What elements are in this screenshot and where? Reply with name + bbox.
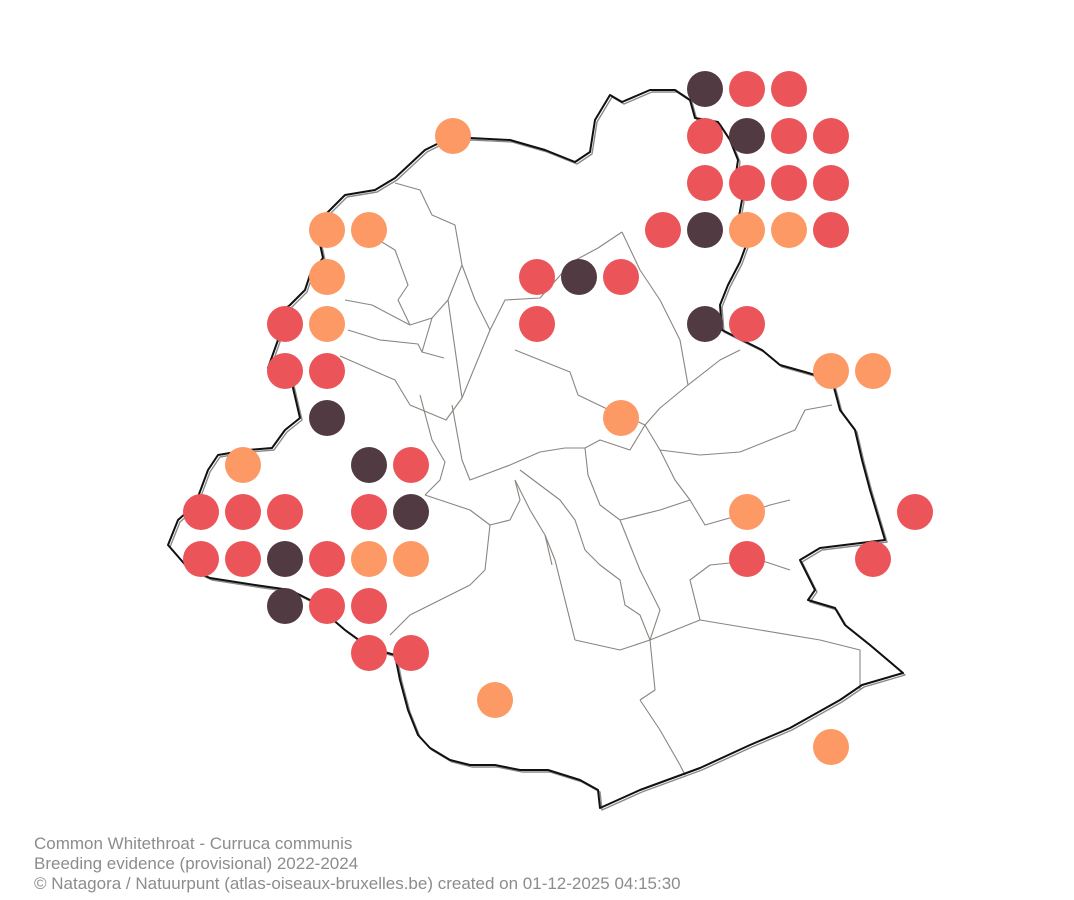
observation-dot-probable [729,165,765,201]
observation-dot-possible [393,541,429,577]
observation-dot-confirmed [267,541,303,577]
observation-dot-probable [393,635,429,671]
observation-dot-probable [771,71,807,107]
observation-dot-probable [183,494,219,530]
observation-dot-possible [309,212,345,248]
observation-dot-confirmed [687,71,723,107]
observation-dot-confirmed [729,118,765,154]
observation-dot-confirmed [687,306,723,342]
observation-dot-probable [351,588,387,624]
observation-dot-probable [603,259,639,295]
observation-dot-probable [267,353,303,389]
observation-dot-probable [771,118,807,154]
observation-dot-probable [687,118,723,154]
observation-dot-confirmed [309,400,345,436]
observation-dot-probable [687,165,723,201]
observation-dot-possible [351,212,387,248]
observation-dot-probable [225,494,261,530]
observation-dot-probable [729,306,765,342]
observation-dot-probable [729,71,765,107]
observation-dot-confirmed [687,212,723,248]
observation-dot-possible [225,447,261,483]
observation-dots [183,71,933,765]
observation-dot-probable [183,541,219,577]
observation-dot-possible [855,353,891,389]
observation-dot-probable [813,212,849,248]
observation-dot-probable [309,353,345,389]
observation-dot-probable [645,212,681,248]
observation-dot-probable [267,494,303,530]
observation-dot-possible [477,682,513,718]
observation-dot-possible [771,212,807,248]
observation-dot-probable [771,165,807,201]
observation-dot-probable [813,165,849,201]
observation-dot-probable [729,541,765,577]
observation-dot-probable [813,118,849,154]
observation-dot-possible [309,306,345,342]
species-title: Common Whitethroat - Curruca communis [34,834,353,853]
observation-dot-probable [519,306,555,342]
observation-dot-probable [393,447,429,483]
observation-dot-possible [309,259,345,295]
observation-dot-possible [435,118,471,154]
observation-dot-probable [267,306,303,342]
observation-dot-possible [813,353,849,389]
observation-dot-confirmed [393,494,429,530]
observation-dot-probable [519,259,555,295]
observation-dot-possible [729,212,765,248]
credits-line: © Natagora / Natuurpunt (atlas-oiseaux-b… [34,874,681,893]
observation-dot-probable [351,635,387,671]
observation-dot-probable [897,494,933,530]
observation-dot-confirmed [561,259,597,295]
observation-dot-probable [855,541,891,577]
observation-dot-possible [603,400,639,436]
observation-dot-probable [309,588,345,624]
observation-dot-possible [813,729,849,765]
map-subtitle: Breeding evidence (provisional) 2022-202… [34,854,359,873]
observation-dot-confirmed [351,447,387,483]
observation-dot-possible [729,494,765,530]
observation-dot-confirmed [267,588,303,624]
observation-dot-probable [309,541,345,577]
observation-dot-possible [351,541,387,577]
map-caption: Common Whitethroat - Curruca communis Br… [34,834,681,894]
observation-dot-probable [351,494,387,530]
observation-dot-probable [225,541,261,577]
